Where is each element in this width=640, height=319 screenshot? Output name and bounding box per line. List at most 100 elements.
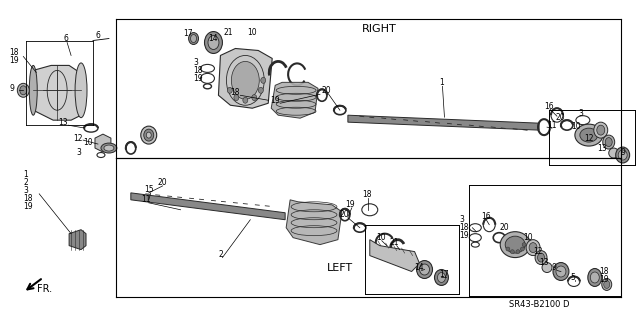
Polygon shape xyxy=(69,230,86,249)
Text: 19: 19 xyxy=(270,96,280,105)
Text: 18: 18 xyxy=(599,267,608,276)
Ellipse shape xyxy=(516,250,520,254)
Text: 20: 20 xyxy=(499,223,509,232)
Polygon shape xyxy=(95,134,111,152)
Text: 3: 3 xyxy=(23,186,28,195)
Text: 19: 19 xyxy=(10,56,19,65)
Ellipse shape xyxy=(596,125,605,135)
Ellipse shape xyxy=(500,232,530,257)
Text: 1: 1 xyxy=(440,78,444,87)
Polygon shape xyxy=(286,200,342,245)
Ellipse shape xyxy=(75,63,87,118)
Polygon shape xyxy=(218,48,272,108)
Text: 16: 16 xyxy=(544,102,554,111)
Text: SR43-B2100 D: SR43-B2100 D xyxy=(509,300,570,309)
Ellipse shape xyxy=(232,62,259,99)
Text: 19: 19 xyxy=(23,202,33,211)
Text: 18: 18 xyxy=(230,88,240,97)
Ellipse shape xyxy=(104,145,114,151)
Ellipse shape xyxy=(520,247,524,251)
Ellipse shape xyxy=(438,272,445,282)
Text: 19: 19 xyxy=(460,231,469,240)
Text: 3: 3 xyxy=(193,58,198,67)
Ellipse shape xyxy=(101,143,117,153)
Ellipse shape xyxy=(588,269,602,286)
Text: 9: 9 xyxy=(621,147,625,157)
Ellipse shape xyxy=(141,126,157,144)
Ellipse shape xyxy=(618,150,627,160)
Text: 19: 19 xyxy=(345,200,355,209)
Text: 2: 2 xyxy=(218,250,223,259)
Text: FR.: FR. xyxy=(37,285,52,294)
Polygon shape xyxy=(271,82,318,118)
Text: 21: 21 xyxy=(390,238,399,247)
Ellipse shape xyxy=(556,266,566,277)
Text: 6: 6 xyxy=(63,34,68,43)
Polygon shape xyxy=(131,193,285,220)
Text: 10: 10 xyxy=(83,137,93,146)
Ellipse shape xyxy=(603,135,614,149)
Text: 12: 12 xyxy=(73,134,83,143)
Text: 10: 10 xyxy=(247,28,257,37)
Text: 1: 1 xyxy=(23,170,28,179)
Text: 3: 3 xyxy=(460,215,464,224)
Text: 19: 19 xyxy=(599,275,609,284)
Text: 10: 10 xyxy=(376,233,385,242)
Text: 20: 20 xyxy=(157,178,167,187)
Ellipse shape xyxy=(420,264,429,275)
Ellipse shape xyxy=(227,87,232,93)
Ellipse shape xyxy=(505,236,525,253)
Ellipse shape xyxy=(602,278,612,290)
Ellipse shape xyxy=(538,253,545,262)
Ellipse shape xyxy=(605,137,612,146)
Text: 20: 20 xyxy=(556,113,566,122)
Text: 3: 3 xyxy=(76,147,81,157)
Ellipse shape xyxy=(506,247,510,251)
Text: 18: 18 xyxy=(362,190,371,199)
Ellipse shape xyxy=(189,33,198,45)
Text: LEFT: LEFT xyxy=(327,263,353,272)
Ellipse shape xyxy=(616,147,630,163)
Ellipse shape xyxy=(522,243,526,247)
Ellipse shape xyxy=(29,65,37,115)
Ellipse shape xyxy=(526,240,540,256)
Ellipse shape xyxy=(510,250,515,254)
Ellipse shape xyxy=(260,78,266,83)
Text: 13: 13 xyxy=(58,118,68,127)
Polygon shape xyxy=(33,65,81,120)
Text: 9: 9 xyxy=(10,84,14,93)
Ellipse shape xyxy=(529,243,537,253)
Ellipse shape xyxy=(590,272,599,283)
Ellipse shape xyxy=(604,280,610,288)
Ellipse shape xyxy=(208,35,219,49)
Ellipse shape xyxy=(435,270,449,286)
Text: 12: 12 xyxy=(533,247,543,256)
Ellipse shape xyxy=(553,263,569,280)
Text: 20: 20 xyxy=(340,210,349,219)
Ellipse shape xyxy=(594,122,608,138)
Ellipse shape xyxy=(575,124,603,146)
Text: 17: 17 xyxy=(184,29,193,38)
Ellipse shape xyxy=(191,34,196,42)
Text: 2: 2 xyxy=(23,178,28,187)
Text: 10: 10 xyxy=(571,122,580,131)
Ellipse shape xyxy=(234,95,239,100)
Ellipse shape xyxy=(259,87,263,93)
Ellipse shape xyxy=(417,261,433,278)
Text: 14: 14 xyxy=(209,34,218,43)
Ellipse shape xyxy=(609,148,619,158)
Ellipse shape xyxy=(542,263,552,272)
Ellipse shape xyxy=(243,97,248,103)
Text: 17: 17 xyxy=(440,270,449,279)
Ellipse shape xyxy=(20,86,27,95)
Text: 11: 11 xyxy=(141,195,150,204)
Text: 12: 12 xyxy=(584,134,593,143)
Text: 13: 13 xyxy=(539,258,548,267)
Text: RIGHT: RIGHT xyxy=(362,24,397,33)
Text: 6: 6 xyxy=(96,31,101,40)
Text: 14: 14 xyxy=(415,263,424,272)
Text: 10: 10 xyxy=(523,233,532,242)
Ellipse shape xyxy=(147,132,151,138)
Text: 11: 11 xyxy=(547,121,557,130)
Text: 18: 18 xyxy=(193,66,203,75)
